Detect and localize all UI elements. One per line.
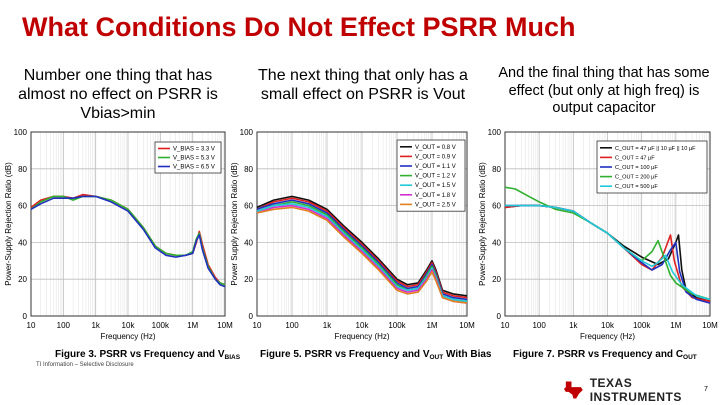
x-tick-label: 10M: [217, 321, 233, 330]
x-tick-label: 1M: [187, 321, 198, 330]
plot-frame: [504, 131, 711, 317]
legend-label: V_OUT = 1.1 V: [415, 164, 456, 170]
y-tick-label: 40: [492, 238, 501, 247]
disclosure-note: TI Information – Selective Disclosure: [36, 362, 134, 368]
y-tick-label: 80: [492, 165, 501, 174]
figure-title-subscript: OUT: [430, 354, 444, 361]
x-tick-label: 1M: [670, 321, 681, 330]
caption-vbias: Number one thing that has almost no effe…: [18, 67, 218, 122]
x-tick-label: 10: [27, 321, 36, 330]
x-tick-label: 10k: [122, 321, 136, 330]
x-tick-label: 100k: [388, 321, 406, 330]
legend-label: V_OUT = 2.5 V: [415, 202, 456, 208]
series-line: [505, 204, 711, 301]
x-tick-label: 10k: [601, 321, 615, 330]
plot-frame: [30, 131, 226, 317]
x-tick-label: 10M: [459, 321, 475, 330]
x-tick-label: 100k: [633, 321, 651, 330]
x-tick-label: 100: [57, 321, 71, 330]
slide-title: What Conditions Do Not Effect PSRR Much: [22, 12, 576, 42]
y-tick-label: 40: [18, 238, 27, 247]
legend-box: [596, 140, 708, 194]
x-tick-label: 10: [501, 321, 510, 330]
legend-label: V_OUT = 0.9 V: [415, 154, 456, 160]
series-line: [256, 206, 468, 304]
legend-label: V_BIAS = 5.3 V: [173, 156, 215, 162]
y-tick-label: 60: [18, 202, 27, 211]
x-tick-label: 100k: [152, 321, 170, 330]
y-tick-label: 20: [18, 275, 27, 284]
legend-label: V_BIAS = 6.5 V: [173, 165, 215, 171]
x-tick-label: 1M: [426, 321, 437, 330]
x-tick-label: 10k: [356, 321, 370, 330]
y-axis-label: Power-Supply Rejection Ratio (dB): [4, 162, 13, 286]
x-tick-label: 100: [532, 321, 546, 330]
x-tick-label: 100: [285, 321, 299, 330]
y-tick-label: 80: [244, 165, 253, 174]
ti-logo-text: TEXAS INSTRUMENTS: [589, 376, 682, 404]
legend-label: C_OUT = 100 µF: [615, 165, 658, 171]
x-tick-label: 1k: [323, 321, 332, 330]
texas-state-icon: [563, 381, 583, 399]
legend-label: C_OUT = 47 µF: [615, 155, 655, 161]
y-tick-label: 0: [497, 312, 502, 321]
legend-label: V_OUT = 1.2 V: [415, 174, 456, 180]
legend-label: V_OUT = 1.8 V: [415, 193, 456, 199]
figure-title: Figure 3. PSRR vs Frequency and VBIAS: [55, 349, 241, 361]
x-axis-label: Frequency (Hz): [580, 332, 635, 341]
y-tick-label: 20: [244, 275, 253, 284]
x-axis-label: Frequency (Hz): [334, 332, 389, 341]
y-tick-label: 0: [23, 312, 28, 321]
y-tick-label: 0: [249, 312, 254, 321]
y-axis-label: Power Supply Rejection Ratio (dB): [230, 162, 239, 286]
legend-label: C_OUT = 47 µF || 10 µF || 10 µF: [615, 146, 696, 152]
figure-title-subscript: OUT: [683, 354, 697, 361]
legend-label: V_OUT = 1.5 V: [415, 183, 456, 189]
y-tick-label: 60: [244, 202, 253, 211]
x-tick-label: 10M: [702, 321, 718, 330]
y-tick-label: 80: [18, 165, 27, 174]
y-tick-label: 100: [240, 128, 254, 137]
legend-label: V_BIAS = 3.3 V: [173, 147, 215, 153]
y-tick-label: 20: [492, 275, 501, 284]
x-axis-label: Frequency (Hz): [100, 332, 155, 341]
x-tick-label: 1k: [569, 321, 578, 330]
caption-output-capacitor: And the final thing that has some effect…: [498, 65, 710, 116]
page-number: 7: [704, 386, 708, 393]
plot-frame: [256, 131, 468, 317]
legend-label: C_OUT = 200 µF: [615, 175, 658, 181]
x-tick-label: 10: [253, 321, 262, 330]
figure-title: Figure 7. PSRR vs Frequency and COUT: [513, 349, 697, 361]
series-line: [30, 195, 226, 288]
y-axis-label: Power-Supply Rejection Ratio (dB): [478, 162, 487, 286]
y-tick-label: 40: [244, 238, 253, 247]
figure-title-subscript: BIAS: [225, 354, 241, 361]
legend-label: C_OUT = 500 µF: [615, 184, 658, 190]
y-tick-label: 60: [492, 202, 501, 211]
ti-logo: TEXAS INSTRUMENTS: [563, 376, 720, 404]
y-tick-label: 100: [488, 128, 502, 137]
caption-vout: The next thing that only has a small eff…: [258, 67, 468, 103]
y-tick-label: 100: [14, 128, 28, 137]
legend-label: V_OUT = 0.8 V: [415, 145, 456, 151]
x-tick-label: 1k: [91, 321, 100, 330]
figure-title-suffix: With Bias: [443, 349, 492, 360]
